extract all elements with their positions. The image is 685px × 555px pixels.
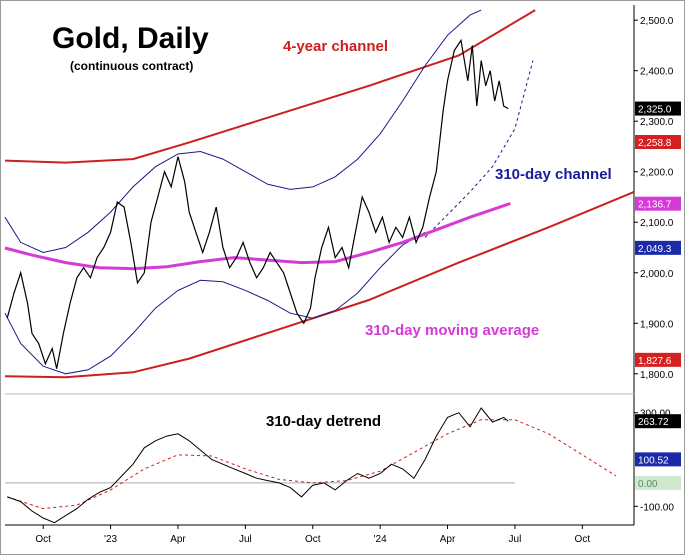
y-tick-label: 1,800.0 xyxy=(640,370,674,381)
four-year-channel-label: 4-year channel xyxy=(283,38,388,55)
price-label: 2,049.3 xyxy=(638,244,672,255)
y-tick-label: 2,100.0 xyxy=(640,218,674,229)
x-axis: Oct '23 Apr Jul Oct '24 Apr Jul Oct xyxy=(35,525,590,545)
detrend-label: 310-day detrend xyxy=(266,413,381,430)
x-tick-label: Jul xyxy=(239,534,252,545)
detrend-value-label-bg xyxy=(635,414,681,429)
detrend-value-label-bg xyxy=(635,475,681,490)
x-tick-label: Apr xyxy=(440,534,456,545)
x-tick-label: Oct xyxy=(305,534,321,545)
x-tick-label: '23 xyxy=(104,534,117,545)
gold-price-line xyxy=(6,38,509,369)
x-tick-label: '24 xyxy=(374,534,387,545)
y-tick-label: 2,300.0 xyxy=(640,117,674,128)
detrend-value-label: 0.00 xyxy=(638,479,658,490)
y-axis: 1,800.0 1,900.0 2,000.0 2,100.0 2,200.0 2,300… xyxy=(634,16,674,513)
detrend-value-label: 263.72 xyxy=(638,417,669,428)
price-label: 2,136.7 xyxy=(638,200,672,211)
310-day-channel-projections-line xyxy=(424,60,534,238)
main-panel xyxy=(4,9,635,379)
y-tick-label: 2,400.0 xyxy=(640,67,674,78)
310-day-channel-upper-line xyxy=(4,9,482,254)
price-label: 1,827.6 xyxy=(638,356,672,367)
value-labels: 2,325.0 2,258.8 2,136.7 2,049.3 1,827.6 263.7… xyxy=(635,101,681,490)
chart-title: Gold, Daily xyxy=(52,22,209,55)
y-tick-label: 2,000.0 xyxy=(640,269,674,280)
price-label: 2,325.0 xyxy=(638,105,672,116)
price-label-bg xyxy=(635,196,681,211)
price-label: 2,258.8 xyxy=(638,138,672,149)
x-tick-label: Oct xyxy=(575,534,591,545)
day310-channel-label: 310-day channel xyxy=(495,166,612,183)
4-year-channel-lower-line xyxy=(4,190,635,379)
y-tick-label: 1,900.0 xyxy=(640,319,674,330)
y-tick-label: 2,500.0 xyxy=(640,16,674,27)
x-tick-label: Apr xyxy=(170,534,186,545)
price-label-bg xyxy=(635,101,681,116)
310-day-channel-lower-line xyxy=(4,231,426,375)
310-day-moving-average-line xyxy=(4,202,511,271)
y-tick-label: 2,200.0 xyxy=(640,168,674,179)
detrend-value-label: 100.52 xyxy=(638,455,669,466)
x-tick-label: Jul xyxy=(509,534,522,545)
detrend-cycle-projection-line xyxy=(7,419,617,510)
price-label-bg xyxy=(635,135,681,150)
price-label-bg xyxy=(635,352,681,367)
price-label-bg xyxy=(635,240,681,255)
detrend-panel xyxy=(5,407,617,524)
moving-average-label: 310-day moving average xyxy=(365,322,539,339)
310-day-detrend-line xyxy=(7,407,509,524)
chart-subtitle: (continuous contract) xyxy=(70,59,193,73)
detrend-y-tick-label: -100.00 xyxy=(640,502,674,513)
x-tick-label: Oct xyxy=(35,534,51,545)
detrend-value-label-bg xyxy=(635,452,681,467)
4-year-channel-upper-line xyxy=(4,9,536,164)
